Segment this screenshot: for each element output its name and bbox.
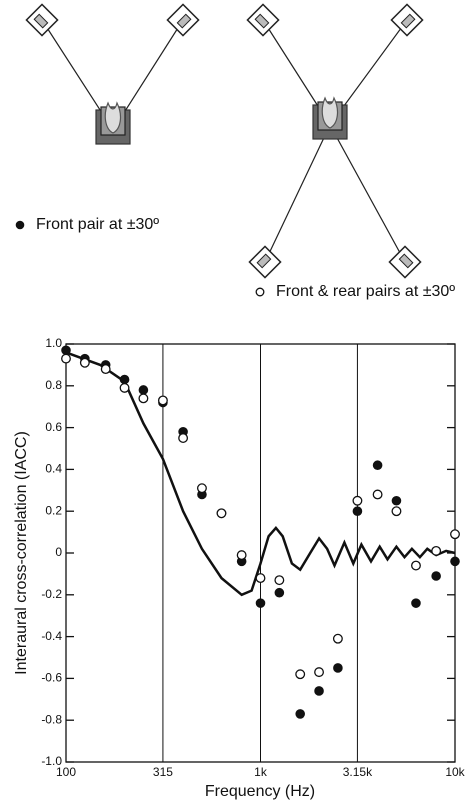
model-curve <box>65 351 456 597</box>
legend-label: Front & rear pairs at ±30º <box>276 283 455 300</box>
y-tick-label: 0.4 <box>45 462 62 476</box>
data-point <box>295 669 306 680</box>
data-point <box>352 506 363 517</box>
data-point <box>450 529 460 540</box>
data-point <box>274 587 285 598</box>
data-point <box>61 353 71 364</box>
y-tick-label: -0.8 <box>41 712 62 726</box>
x-axis-label: Frequency (Hz) <box>205 783 315 800</box>
data-point <box>332 633 343 644</box>
legend-marker <box>255 287 265 297</box>
data-point <box>274 575 285 586</box>
data-point <box>314 686 324 696</box>
data-point <box>61 345 71 356</box>
y-tick-label: 0.8 <box>45 378 62 392</box>
y-tick-label: -0.2 <box>41 587 62 601</box>
data-point <box>157 395 168 406</box>
data-point <box>352 495 363 506</box>
y-tick-label: -1.0 <box>41 754 62 768</box>
data-point <box>119 374 130 385</box>
data-point <box>119 382 130 393</box>
data-point <box>431 571 441 581</box>
data-point <box>411 560 421 571</box>
y-tick-label: 0.6 <box>45 420 62 434</box>
data-point <box>333 663 343 673</box>
y-tick-label: 0 <box>55 545 62 559</box>
y-tick-label: -0.6 <box>41 671 62 685</box>
data-point <box>391 506 402 517</box>
data-point <box>314 667 325 678</box>
legend-marker <box>15 220 25 230</box>
data-point <box>255 598 266 608</box>
y-tick-label: 0.2 <box>45 503 62 517</box>
data-point <box>411 598 421 608</box>
data-point <box>216 508 227 519</box>
x-tick-label: 1k <box>254 765 268 779</box>
data-point <box>138 385 149 395</box>
data-point <box>178 433 189 444</box>
y-axis-label: Interaural cross-correlation (IACC) <box>13 431 30 675</box>
y-tick-label: -0.4 <box>41 629 62 643</box>
data-point <box>100 364 111 375</box>
x-tick-label: 100 <box>56 765 76 779</box>
data-point <box>295 709 306 719</box>
data-point <box>138 393 149 404</box>
data-point <box>196 483 207 494</box>
data-point <box>255 573 266 584</box>
x-tick-label: 10k <box>445 765 465 779</box>
y-tick-label: 1.0 <box>45 336 62 350</box>
x-tick-label: 3.15k <box>343 765 373 779</box>
data-point <box>372 460 383 471</box>
legend-label: Front pair at ±30º <box>36 216 159 233</box>
data-point <box>236 550 247 561</box>
data-point <box>79 357 90 368</box>
diagram <box>25 3 424 279</box>
data-point <box>450 556 460 567</box>
x-tick-label: 315 <box>153 765 173 779</box>
data-point <box>372 489 383 500</box>
data-point <box>431 545 442 556</box>
data-point <box>391 495 402 506</box>
